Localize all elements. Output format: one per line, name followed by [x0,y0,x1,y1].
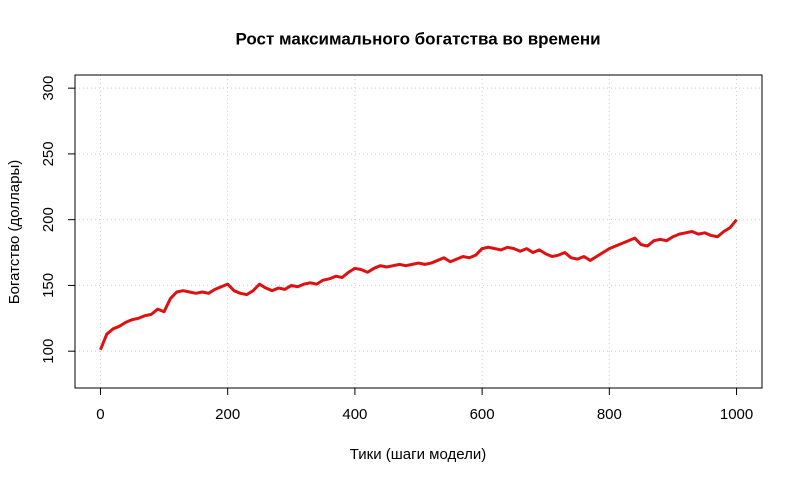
y-tick-label: 300 [40,76,57,101]
chart-title: Рост максимального богатства во времени [235,29,600,48]
x-tick-label: 800 [597,406,622,423]
y-tick-label: 150 [40,273,57,298]
x-tick-label: 600 [470,406,495,423]
y-axis-label: Богатство (доллары) [6,160,23,304]
y-tick-label: 250 [40,141,57,166]
data-line [99,218,738,351]
y-tick-label: 100 [40,339,57,364]
x-tick-label: 0 [96,406,104,423]
x-tick-label: 1000 [720,406,753,423]
x-axis-label: Тики (шаги модели) [350,446,486,463]
plot-frame [74,74,763,389]
y-tick-label: 200 [40,207,57,232]
x-tick-label: 200 [215,406,240,423]
x-tick-label: 400 [342,406,367,423]
